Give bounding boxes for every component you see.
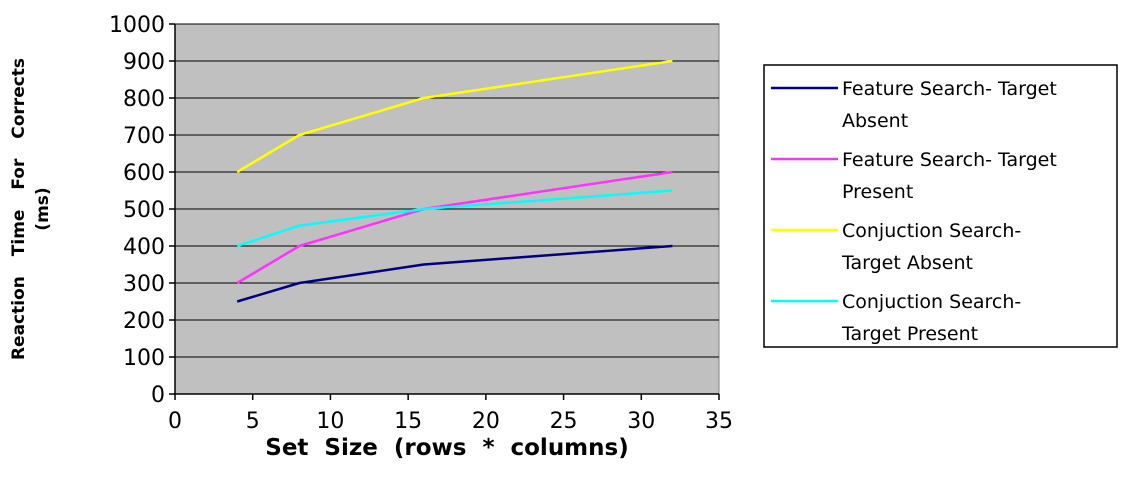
y-tick-label: 900 [123, 50, 165, 75]
y-tick-label: 500 [123, 198, 165, 223]
series-line-3 [236, 59, 673, 174]
series-lines [236, 59, 673, 303]
y-tick-label: 100 [123, 346, 165, 371]
x-tick-label: 35 [705, 409, 733, 434]
legend-label-line: Present [842, 181, 913, 203]
legend-label-line: Feature Search- Target [842, 78, 1057, 100]
x-tick-label: 15 [394, 409, 422, 434]
legend-label-line: Target Present [841, 323, 978, 345]
legend-label-3: Conjuction Search- Target Absent [841, 220, 1021, 274]
legend-label-line: Conjuction Search- [842, 220, 1021, 242]
y-tick-label: 1000 [109, 13, 165, 38]
legend-label-4: Conjuction Search- Target Present [841, 291, 1021, 345]
axes [169, 23, 720, 400]
x-tick-label: 20 [472, 409, 500, 434]
legend-label-2: Feature Search- Target Present [842, 149, 1057, 203]
series-line-2 [236, 170, 673, 285]
y-tick-label: 400 [123, 235, 165, 260]
y-tick-label: 300 [123, 272, 165, 297]
y-tick-label: 800 [123, 87, 165, 112]
series-line-4 [236, 189, 673, 248]
y-tick-label: 0 [151, 383, 165, 408]
gridlines [175, 23, 719, 358]
legend-label-line: Absent [842, 110, 908, 132]
series-line-1 [236, 244, 673, 303]
y-tick-label: 600 [123, 161, 165, 186]
x-tick-label: 0 [168, 409, 182, 434]
legend-label-line: Conjuction Search- [842, 291, 1021, 313]
y-tick-label: 200 [123, 309, 165, 334]
y-axis-title-line2: (ms) [33, 187, 53, 230]
x-tick-label: 5 [246, 409, 260, 434]
legend-label-line: Target Absent [841, 252, 973, 274]
x-tick-label: 25 [550, 409, 578, 434]
y-tick-labels: 0 100 200 300 400 500 600 700 800 900 1000 [109, 13, 165, 408]
x-tick-label: 10 [316, 409, 344, 434]
x-tick-label: 30 [627, 409, 655, 434]
y-axis-title: Reaction Time For Corrects (ms) [9, 58, 53, 360]
x-tick-labels: 0 5 10 15 20 25 30 35 [168, 409, 733, 434]
y-tick-label: 700 [123, 124, 165, 149]
x-axis-title: Set Size (rows * columns) [265, 435, 628, 461]
y-axis-title-line1: Reaction Time For Corrects [9, 58, 29, 360]
legend-label-line: Feature Search- Target [842, 149, 1057, 171]
legend-label-1: Feature Search- Target Absent [842, 78, 1057, 132]
